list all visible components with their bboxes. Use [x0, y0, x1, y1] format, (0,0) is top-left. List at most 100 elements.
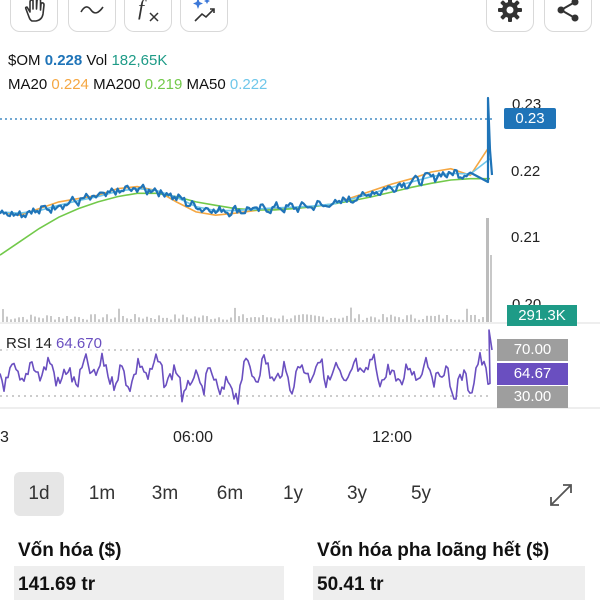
volume-bar: [282, 315, 284, 322]
volume-bar: [354, 318, 356, 322]
volume-bar: [338, 318, 340, 322]
volume-bar: [174, 314, 176, 322]
volume-bar: [130, 318, 132, 322]
ai-analysis-button[interactable]: [180, 0, 228, 32]
time-tick-label: 3: [0, 429, 9, 446]
ma200-value: 0.219: [144, 76, 183, 93]
volume-bar: [218, 317, 220, 322]
period-3y[interactable]: 3y: [346, 483, 368, 504]
period-6m[interactable]: 6m: [216, 483, 244, 504]
volume-bar: [58, 317, 60, 322]
volume-bar: [434, 316, 436, 322]
period-5y[interactable]: 5y: [410, 483, 432, 504]
volume-bar: [234, 307, 236, 322]
volume-bar: [34, 316, 36, 322]
volume-bar: [446, 315, 448, 322]
period-1d[interactable]: 1d: [14, 472, 64, 516]
volume-bar: [438, 314, 440, 322]
vol-value: 182,65K: [111, 52, 168, 69]
volume-bar: [462, 319, 464, 322]
volume-bar: [166, 317, 168, 322]
period-selector: 1d 1m 3m 6m 1y 3y 5y: [0, 472, 600, 516]
magic-wand-icon: [193, 0, 215, 22]
volume-bar: [14, 318, 16, 322]
symbol-label: $OM: [8, 52, 41, 69]
volume-bar: [198, 317, 200, 322]
volume-bar: [430, 315, 432, 322]
volume-bar: [398, 317, 400, 322]
volume-bar: [378, 319, 380, 322]
volume-bar: [230, 317, 232, 322]
volume-bar: [322, 316, 324, 322]
current-price-tag: 0.23: [504, 108, 556, 129]
volume-bar: [86, 319, 88, 322]
volume-bar: [254, 317, 256, 322]
volume-bar: [186, 317, 188, 322]
volume-bar: [106, 314, 108, 322]
share-icon: [557, 0, 579, 22]
settings-button[interactable]: [486, 0, 534, 32]
volume-bar: [206, 316, 208, 322]
volume-bar: [482, 317, 484, 322]
share-button[interactable]: [544, 0, 592, 32]
volume-bar: [370, 316, 372, 322]
volume-bar: [266, 317, 268, 322]
volume-bar: [118, 308, 120, 322]
time-tick-label: 12:00: [372, 429, 413, 446]
price-legend: $OM 0.228 Vol 182,65K: [8, 52, 167, 69]
expand-icon[interactable]: [548, 482, 574, 508]
volume-bar: [154, 319, 156, 322]
ma20-label: MA20: [8, 76, 48, 93]
time-tick-label: 06:00: [173, 429, 214, 446]
volume-bar: [394, 316, 396, 322]
hand-tool-button[interactable]: [10, 0, 58, 32]
draw-line-button[interactable]: [68, 0, 116, 32]
volume-bar: [82, 318, 84, 322]
market-cap-label: Vốn hóa ($): [18, 540, 122, 561]
diluted-cap-value: 50.41 tr: [313, 566, 585, 600]
volume-bar: [98, 319, 100, 322]
price-line: [0, 96, 494, 219]
price-chart[interactable]: [0, 95, 600, 425]
volume-bar: [374, 317, 376, 322]
volume-bar: [94, 314, 96, 322]
market-cap-value: 141.69 tr: [14, 566, 284, 600]
volume-bar: [10, 319, 12, 322]
volume-bar: [22, 316, 24, 322]
period-1y[interactable]: 1y: [282, 483, 304, 504]
rsi-current-tag: 64.67: [497, 363, 568, 385]
volume-bar: [226, 319, 228, 322]
volume-bar: [18, 317, 20, 322]
volume-bar: [450, 318, 452, 322]
rsi-line: [0, 329, 493, 405]
volume-bar: [298, 314, 300, 322]
volume-bar: [274, 318, 276, 322]
volume-bar: [478, 319, 480, 322]
volume-bar: [210, 319, 212, 322]
volume-bar: [26, 319, 28, 322]
rsi-title: RSI 14 64.670: [6, 335, 102, 352]
volume-bar: [178, 318, 180, 322]
rsi-label: RSI 14: [6, 335, 52, 352]
period-1m[interactable]: 1m: [88, 483, 116, 504]
volume-bar: [318, 316, 320, 322]
volume-bar: [334, 317, 336, 322]
hand-icon: [24, 0, 45, 22]
ma50-value: 0.222: [229, 76, 268, 93]
ma50-label: MA50: [186, 76, 226, 93]
diluted-cap-label: Vốn hóa pha loãng hết ($): [317, 540, 550, 561]
volume-bar: [346, 315, 348, 322]
volume-bar: [122, 315, 124, 322]
volume-bar: [2, 309, 4, 322]
volume-bar: [262, 314, 264, 322]
chart-toolbar: f: [0, 0, 600, 36]
series-line-ma200: [0, 177, 490, 256]
period-3m[interactable]: 3m: [151, 483, 179, 504]
indicators-button[interactable]: f: [124, 0, 172, 32]
volume-bar: [142, 318, 144, 322]
volume-bar: [114, 317, 116, 322]
curve-icon: [80, 6, 104, 14]
volume-bar: [246, 318, 248, 322]
rsi-lower-tag: 30.00: [497, 386, 568, 408]
volume-bar: [330, 318, 332, 322]
